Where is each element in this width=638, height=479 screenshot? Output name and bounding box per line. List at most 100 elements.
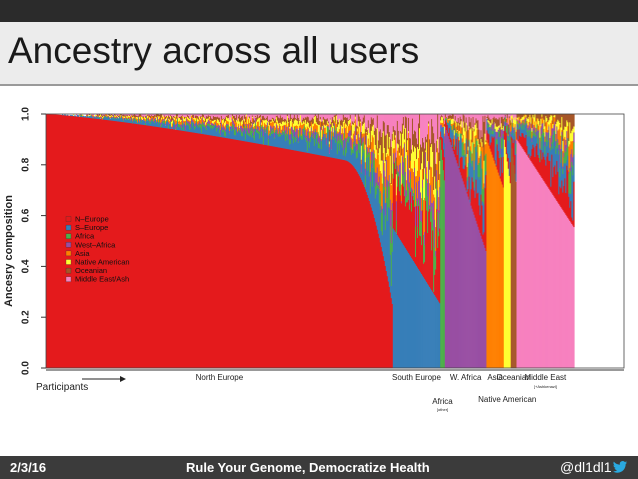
stack-segment (559, 167, 561, 178)
stack-segment (394, 130, 397, 136)
stack-segment (377, 114, 380, 141)
stack-segment (248, 116, 251, 119)
stack-segment (111, 114, 114, 116)
stack-segment (75, 114, 78, 116)
stack-segment (351, 152, 354, 166)
stack-segment (462, 134, 464, 142)
stack-segment (285, 132, 288, 136)
stack-segment (393, 147, 396, 163)
stack-segment (251, 122, 254, 128)
stack-segment (358, 139, 361, 144)
stack-segment (360, 172, 363, 174)
stack-segment (349, 146, 352, 150)
stack-segment (290, 130, 293, 135)
stack-segment (222, 114, 225, 119)
stack-segment (510, 133, 512, 137)
stack-segment (216, 122, 219, 127)
stack-segment (287, 122, 290, 127)
stack-segment (478, 157, 480, 163)
twitter-bird-icon[interactable] (612, 461, 628, 474)
stack-segment (546, 120, 548, 133)
stack-segment (208, 120, 211, 125)
stack-segment (308, 131, 311, 139)
stack-segment (297, 141, 300, 143)
stack-segment (490, 123, 492, 126)
stack-segment (420, 235, 422, 273)
stack-segment (482, 201, 484, 235)
stack-segment (270, 133, 273, 147)
stack-segment (526, 120, 528, 124)
stack-segment (569, 114, 571, 123)
stack-segment (154, 115, 157, 117)
stack-segment (505, 118, 508, 122)
stack-segment (105, 119, 108, 369)
stack-segment (98, 118, 101, 120)
stack-segment (360, 159, 363, 165)
stack-segment (468, 116, 470, 127)
stack-segment (372, 117, 375, 125)
stack-segment (388, 174, 391, 187)
stack-segment (254, 115, 257, 118)
stack-segment (141, 116, 144, 118)
stack-segment (339, 142, 342, 160)
stack-segment (502, 130, 505, 135)
stack-segment (330, 139, 333, 150)
stack-segment (480, 235, 482, 369)
stack-segment (169, 114, 172, 117)
stack-segment (312, 123, 315, 127)
stack-segment (306, 114, 309, 117)
stack-segment (241, 132, 244, 137)
stack-segment (383, 114, 386, 123)
stack-segment (466, 177, 468, 181)
stack-segment (427, 232, 429, 284)
stack-segment (561, 129, 563, 132)
stack-segment (349, 148, 352, 164)
stack-segment (147, 119, 150, 122)
stack-segment (347, 114, 350, 120)
stack-segment (155, 114, 158, 118)
stack-segment (521, 114, 523, 118)
stack-segment (99, 115, 102, 118)
stack-segment (237, 123, 240, 126)
stack-segment (59, 114, 62, 369)
stack-segment (226, 120, 229, 124)
stack-segment (395, 157, 398, 175)
stack-segment (372, 152, 375, 168)
stack-segment (249, 142, 252, 369)
stack-segment (439, 136, 441, 161)
stack-segment (253, 122, 256, 126)
stack-segment (508, 117, 511, 126)
stack-segment (255, 143, 258, 369)
stack-segment (531, 142, 533, 150)
stack-segment (299, 115, 302, 123)
stack-segment (391, 114, 394, 134)
stack-segment (460, 137, 462, 157)
stack-segment (452, 138, 455, 152)
stack-segment (186, 114, 189, 116)
stack-segment (498, 130, 500, 137)
stack-segment (498, 136, 500, 159)
stack-segment (528, 125, 530, 131)
stack-segment (474, 217, 476, 369)
stack-segment (491, 119, 493, 124)
stack-segment (55, 114, 58, 369)
stack-segment (187, 123, 190, 126)
stack-segment (301, 151, 304, 369)
stack-segment (94, 117, 97, 119)
stack-segment (329, 123, 332, 125)
stack-segment (299, 134, 302, 138)
stack-segment (472, 130, 474, 143)
footer-handle[interactable]: @dl1dl1 (560, 459, 612, 475)
stack-segment (451, 132, 454, 148)
legend-swatch (65, 224, 72, 231)
stack-segment (159, 114, 162, 120)
stack-segment (506, 161, 509, 369)
stack-segment (128, 114, 131, 116)
stack-segment (253, 125, 256, 129)
stack-segment (555, 153, 557, 175)
stack-segment (513, 114, 515, 120)
stack-segment (423, 179, 425, 201)
stack-segment (155, 116, 158, 121)
stack-segment (188, 114, 191, 119)
stack-segment (121, 116, 124, 118)
